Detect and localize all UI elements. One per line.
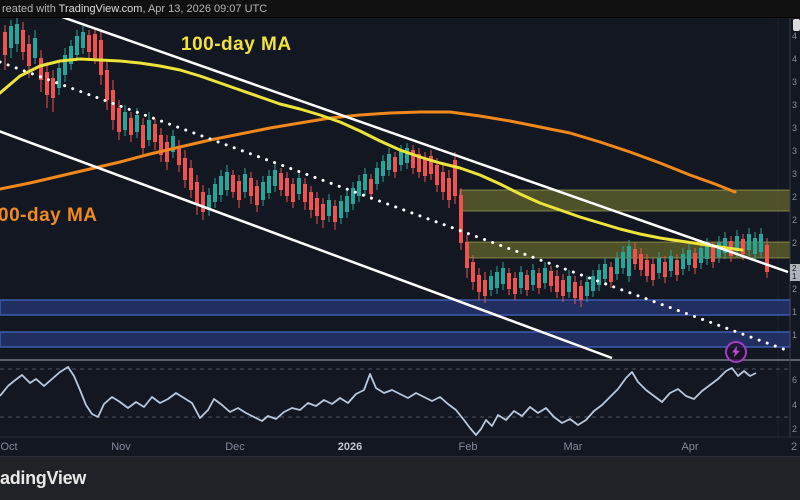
price-tick: 4 — [792, 400, 798, 410]
ma100-line — [0, 57, 744, 252]
price-tick: 3 — [792, 77, 798, 87]
current-price-label: 2 1 — [790, 264, 800, 281]
price-tick: 1 — [792, 307, 798, 317]
price-tick: 3 — [792, 123, 798, 133]
ma100-label: 100-day MA — [181, 34, 292, 55]
current-price-value: 2 — [792, 264, 797, 273]
lightning-bolt-icon — [732, 346, 740, 358]
lower-channel-line — [0, 130, 613, 360]
attribution-bar: reated with TradingView.com, Apr 13, 202… — [0, 0, 800, 18]
price-tick: 3 — [792, 146, 798, 156]
tradingview-wordmark[interactable]: adingView — [0, 468, 86, 488]
price-tick: 2 — [792, 424, 798, 434]
price-tick: 2 — [792, 238, 798, 248]
price-tick: 2 — [792, 284, 798, 294]
time-axis-label: Apr — [681, 441, 699, 453]
time-axis-label: Dec — [225, 441, 245, 453]
upper-channel-line — [27, 3, 789, 274]
screenshot-button[interactable] — [793, 19, 800, 31]
price-tick: 4 — [792, 31, 798, 41]
price-tick: 6 — [792, 375, 798, 385]
price-tick: 2 — [792, 192, 798, 202]
tradingview-link[interactable]: TradingView.com — [58, 3, 143, 15]
resistance-zone — [459, 189, 791, 212]
price-tick: 2 — [792, 215, 798, 225]
time-axis-label: Nov — [111, 441, 131, 453]
time-axis-label: Feb — [458, 441, 478, 453]
attribution-suffix: , Apr 13, 2026 09:07 UTC — [142, 3, 268, 15]
ma200-line — [0, 110, 737, 194]
attribution-prefix: reated with — [2, 3, 59, 15]
time-axis-label: Mar — [563, 441, 583, 453]
time-axis-label: 2026 — [337, 441, 363, 453]
time-axis-label: 2 — [790, 441, 798, 453]
time-axis-label: Oct — [0, 441, 18, 453]
dotted-trendline — [0, 60, 788, 352]
time-axis[interactable]: Oct Nov Dec 2026 Feb Mar Apr 2 — [0, 437, 800, 456]
price-tick: 1 — [792, 330, 798, 340]
bar-countdown: 1 — [792, 272, 797, 281]
flash-reaction-button[interactable] — [725, 341, 747, 363]
ma200-label: 00-day MA — [0, 205, 98, 226]
price-tick: 3 — [792, 169, 798, 179]
footer-bar: adingView — [0, 456, 800, 500]
rsi-line — [0, 366, 757, 436]
price-tick: 3 — [792, 100, 798, 110]
price-tick: 4 — [792, 54, 798, 64]
candles-layer — [3, 18, 769, 307]
support-zone — [0, 331, 791, 348]
